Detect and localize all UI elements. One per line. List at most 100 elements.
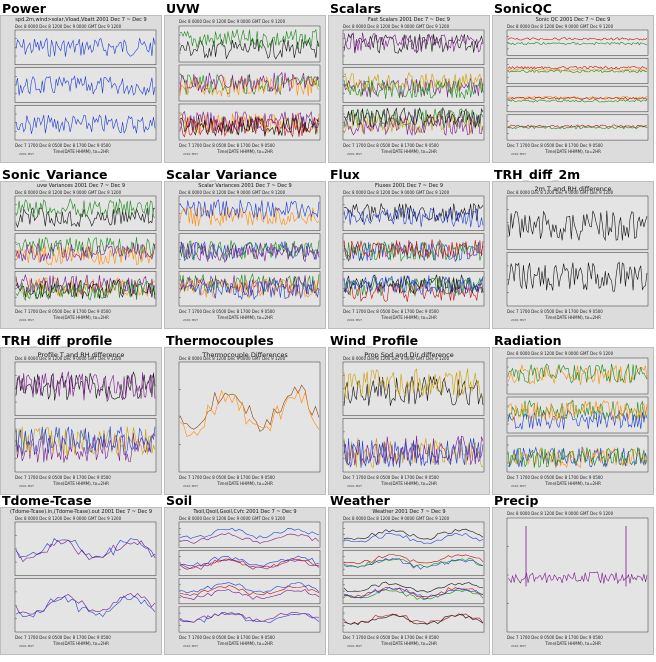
tile-title[interactable]: TRH_diff_profile [2,333,113,348]
series-line [15,371,156,401]
tile-title[interactable]: Weather [330,493,390,508]
series-line [15,432,156,463]
series-line [507,124,648,128]
plot-thumbnail[interactable]: Weather 2001 Dec 7 ~ Dec 9 Dec 8 0000 Dec… [328,507,490,655]
plot-tile-flux[interactable]: Flux Fluxes 2001 Dec 7 ~ Dec 9 Dec 8 0000 … [328,167,490,332]
plot-tile-thermocouples[interactable]: Thermocouples Thermocouple Differences Dec… [164,333,326,498]
plot-tile-power[interactable]: Power spd.2m,wind>solar,Vload,Vbatt 2001 … [0,1,162,166]
series-line [15,75,156,96]
plot-tile-trh_diff_2m[interactable]: TRH_diff_2m 2m T and RH difference Dec 8 0… [492,167,654,332]
plot-canvas [342,521,485,633]
series-line [179,199,320,220]
series-line [343,115,484,136]
series-line [507,66,648,70]
local-time-label: 2001 MST [511,152,526,156]
plot-tile-sonicqc[interactable]: SonicQC Sonic QC 2001 Dec 7 ~ Dec 9 Dec 8 … [492,1,654,166]
series-line [343,554,484,565]
plot-tile-soil[interactable]: Soil Tsoil,Qsoil,Gsoil,Cvfc 2001 Dec 7 ~ … [164,493,326,658]
plot-thumbnail[interactable]: Sonic QC 2001 Dec 7 ~ Dec 9 Dec 8 0000 De… [492,15,654,163]
plot-thumbnail[interactable]: Dec 8 0000 Dec 8 1200 Dec 9 0000 GMT Dec… [492,507,654,655]
tile-title[interactable]: Radiation [494,333,562,348]
series-line [507,99,648,103]
plot-panel [178,521,321,548]
plot-thumbnail[interactable]: spd.2m,wind>solar,Vload,Vbatt 2001 Dec 7… [0,15,162,163]
plot-tile-trh_diff_profile[interactable]: TRH_diff_profile Profile T and RH differe… [0,333,162,498]
tile-title[interactable]: TRH_diff_2m [494,167,581,182]
plot-thumbnail[interactable]: Dec 8 0000 Dec 8 1200 Dec 9 0000 GMT Dec… [492,347,654,495]
top-time-axis: Dec 8 0000 Dec 8 1200 Dec 9 0000 GMT Dec… [343,516,450,521]
plot-tile-precip[interactable]: Precip Dec 8 0000 Dec 8 1200 Dec 9 0000 G… [492,493,654,658]
tile-title[interactable]: Scalar_Variance [166,167,278,182]
local-time-label: 2001 MST [183,318,198,322]
series-line [15,277,156,298]
series-line [179,279,320,301]
plot-thumbnail[interactable]: Thermocouple Differences Dec 8 0000 Dec 8… [164,347,326,495]
plot-thumbnail[interactable]: (Tdome-Tcase).in,(Tdome-Tcase).out 2001 … [0,507,162,655]
plot-thumbnail[interactable]: Fluxes 2001 Dec 7 ~ Dec 9 Dec 8 0000 Dec … [328,181,490,329]
bottom-time-axis: Dec 7 1700 Dec 8 0500 Dec 8 1700 Dec 9 0… [343,309,439,314]
top-time-axis: Dec 8 0000 Dec 8 1200 Dec 9 0000 GMT Dec… [15,516,122,521]
bottom-time-axis: Dec 7 1700 Dec 8 0500 Dec 8 1700 Dec 9 0… [15,309,111,314]
plot-thumbnail[interactable]: Prop Spd and Dir difference Dec 8 0000 De… [328,347,490,495]
plot-thumbnail[interactable]: Dec 8 0000 Dec 8 1200 Dec 9 0000 GMT Dec… [164,15,326,163]
plot-panel [506,517,649,633]
tile-title[interactable]: SonicQC [494,1,552,16]
series-line [343,113,484,134]
plot-panel [506,435,649,473]
plot-tile-uvw[interactable]: UVW Dec 8 0000 Dec 8 1200 Dec 9 0000 GMT … [164,1,326,166]
plot-thumbnail[interactable]: uvw Variances 2001 Dec 7 ~ Dec 9 Dec 8 00… [0,181,162,329]
local-time-label: 2001 MST [511,318,526,322]
tile-title[interactable]: Flux [330,167,360,182]
series-line [343,79,484,100]
tile-title[interactable]: Sonic_Variance [2,167,108,182]
plot-thumbnail[interactable]: Tsoil,Qsoil,Gsoil,Cvfc 2001 Dec 7 ~ Dec … [164,507,326,655]
plot-tile-tdome_tcase[interactable]: Tdome-Tcase (Tdome-Tcase).in,(Tdome-Tcase… [0,493,162,658]
x-axis-label: Time(DATE HHMM), to=2HR [381,149,437,154]
tile-title[interactable]: UVW [166,1,200,16]
bottom-time-axis: Dec 7 1700 Dec 8 0500 Dec 8 1700 Dec 9 0… [343,635,439,640]
plot-thumbnail[interactable]: Scalar Variances 2001 Dec 7 ~ Dec 9 Dec 8… [164,181,326,329]
series-line [507,68,648,72]
plot-title: Tsoil,Qsoil,Gsoil,Cvfc 2001 Dec 7 ~ Dec … [193,509,297,515]
x-axis-label: Time(DATE HHMM), to=2HR [53,315,109,320]
bottom-time-axis: Dec 7 1700 Dec 8 0500 Dec 8 1700 Dec 9 0… [15,635,111,640]
series-line [343,274,484,295]
plot-panel [178,64,321,102]
plot-panel [342,521,485,548]
tile-title[interactable]: Thermocouples [166,333,274,348]
plot-canvas [14,29,157,141]
plot-thumbnail[interactable]: 2m T and RH difference Dec 8 0000 Dec 8 1… [492,181,654,329]
tile-title[interactable]: Wind_Profile [330,333,419,348]
bottom-time-axis: Dec 7 1700 Dec 8 0500 Dec 8 1700 Dec 9 0… [179,475,275,480]
plot-canvas [342,195,485,307]
plot-thumbnail[interactable]: Fast Scalars 2001 Dec 7 ~ Dec 9 Dec 8 000… [328,15,490,163]
series-line [15,595,156,618]
tile-title[interactable]: Precip [494,493,539,508]
plot-tile-scalars[interactable]: Scalars Fast Scalars 2001 Dec 7 ~ Dec 9 De… [328,1,490,166]
plot-canvas [506,195,649,307]
series-line [15,37,156,57]
series-line [179,558,320,569]
plot-canvas [178,195,321,307]
plot-thumbnail[interactable]: Profile T and RH difference Dec 8 0000 De… [0,347,162,495]
plot-tile-wind_profile[interactable]: Wind_Profile Prop Spd and Dir difference D… [328,333,490,498]
plot-tile-radiation[interactable]: Radiation Dec 8 0000 Dec 8 1200 Dec 9 000… [492,333,654,498]
series-line [343,238,484,259]
series-line [15,244,156,266]
series-line [179,28,320,50]
top-time-axis: Dec 8 0000 Dec 8 1200 Dec 9 0000 GMT Dec… [507,24,614,29]
tile-title[interactable]: Tdome-Tcase [2,493,92,508]
plot-canvas [506,357,649,473]
tile-title[interactable]: Power [2,1,46,16]
top-time-axis: Dec 8 0000 Dec 8 1200 Dec 9 0000 GMT Dec… [343,24,450,29]
tile-title[interactable]: Scalars [330,1,382,16]
plot-canvas [178,361,321,473]
tile-title[interactable]: Soil [166,493,193,508]
series-line [179,612,320,623]
x-axis-label: Time(DATE HHMM), to=2HR [217,481,273,486]
plot-tile-scalar_variance[interactable]: Scalar_Variance Scalar Variances 2001 Dec… [164,167,326,332]
top-time-axis: Dec 8 0000 Dec 8 1200 Dec 9 0000 GMT Dec… [507,351,614,356]
series-line [179,384,320,432]
plot-tile-weather[interactable]: Weather Weather 2001 Dec 7 ~ Dec 9 Dec 8 0… [328,493,490,658]
plot-tile-sonic_variance[interactable]: Sonic_Variance uvw Variances 2001 Dec 7 ~… [0,167,162,332]
